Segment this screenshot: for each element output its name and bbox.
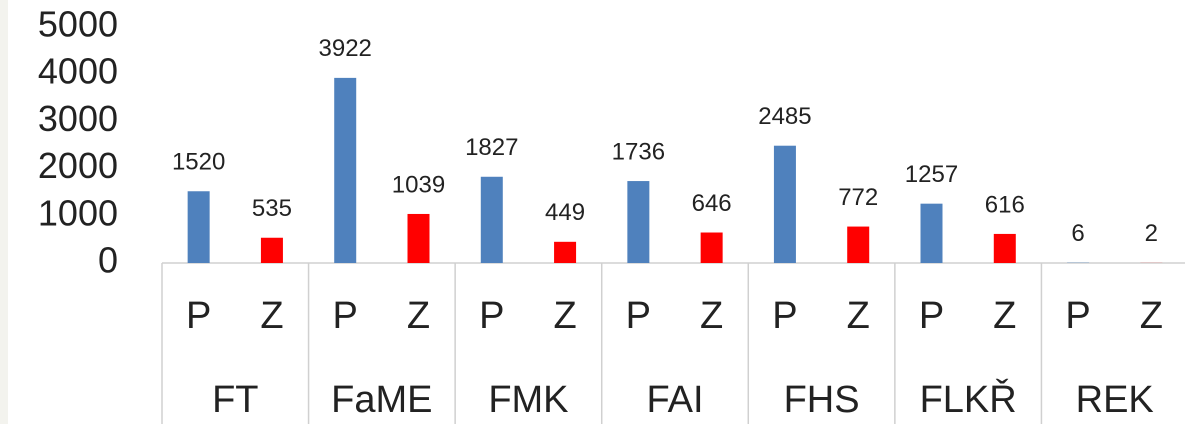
x-tick-label: Z bbox=[553, 295, 576, 337]
y-tick-label: 4000 bbox=[38, 51, 118, 92]
bar bbox=[334, 77, 357, 264]
data-label: 1827 bbox=[465, 134, 518, 161]
data-label: 2485 bbox=[758, 103, 811, 130]
bar bbox=[554, 241, 577, 263]
group-label: FLKŘ bbox=[920, 378, 1017, 421]
y-tick-label: 5000 bbox=[38, 4, 118, 45]
x-tick-label: Z bbox=[847, 295, 870, 337]
group-label: FMK bbox=[488, 379, 568, 421]
bar bbox=[773, 145, 796, 263]
data-label: 6 bbox=[1071, 220, 1084, 247]
y-tick-label: 1000 bbox=[38, 192, 118, 233]
bar bbox=[847, 226, 870, 263]
bar bbox=[993, 233, 1016, 263]
group-label: REK bbox=[1076, 379, 1154, 421]
x-tick-label: P bbox=[919, 295, 944, 337]
bar bbox=[920, 203, 943, 263]
x-tick-label: P bbox=[626, 295, 651, 337]
x-tick-label: P bbox=[772, 295, 797, 337]
x-tick-label: P bbox=[186, 295, 211, 337]
data-label: 1736 bbox=[612, 138, 665, 165]
bar bbox=[627, 181, 650, 263]
group-label: FHS bbox=[784, 379, 860, 421]
data-label: 1520 bbox=[172, 149, 225, 176]
x-tick-label: P bbox=[333, 295, 358, 337]
group-label: FAI bbox=[646, 379, 703, 421]
group-label: FaME bbox=[331, 379, 432, 421]
data-label: 1257 bbox=[905, 161, 958, 188]
y-tick-label: 0 bbox=[98, 240, 118, 281]
data-label: 535 bbox=[252, 195, 292, 222]
data-label: 646 bbox=[692, 190, 732, 217]
data-label: 2 bbox=[1145, 220, 1158, 247]
bar bbox=[187, 191, 210, 263]
y-tick-label: 3000 bbox=[38, 98, 118, 139]
bar bbox=[260, 237, 283, 263]
group-label: FT bbox=[212, 379, 258, 421]
x-tick-label: Z bbox=[407, 295, 430, 337]
bar bbox=[700, 232, 723, 263]
y-tick-label: 2000 bbox=[38, 145, 118, 186]
x-tick-label: Z bbox=[260, 295, 283, 337]
bar bbox=[407, 213, 430, 263]
data-label: 616 bbox=[985, 191, 1025, 218]
data-label: 1039 bbox=[392, 171, 445, 198]
x-tick-label: Z bbox=[700, 295, 723, 337]
x-tick-label: Z bbox=[1140, 295, 1163, 337]
data-label: 449 bbox=[545, 199, 585, 226]
bar bbox=[480, 176, 503, 263]
x-tick-label: P bbox=[479, 295, 504, 337]
x-tick-label: P bbox=[1065, 295, 1090, 337]
x-tick-label: Z bbox=[993, 295, 1016, 337]
data-label: 3922 bbox=[319, 35, 372, 62]
left-strip bbox=[0, 0, 8, 424]
data-label: 772 bbox=[838, 184, 878, 211]
